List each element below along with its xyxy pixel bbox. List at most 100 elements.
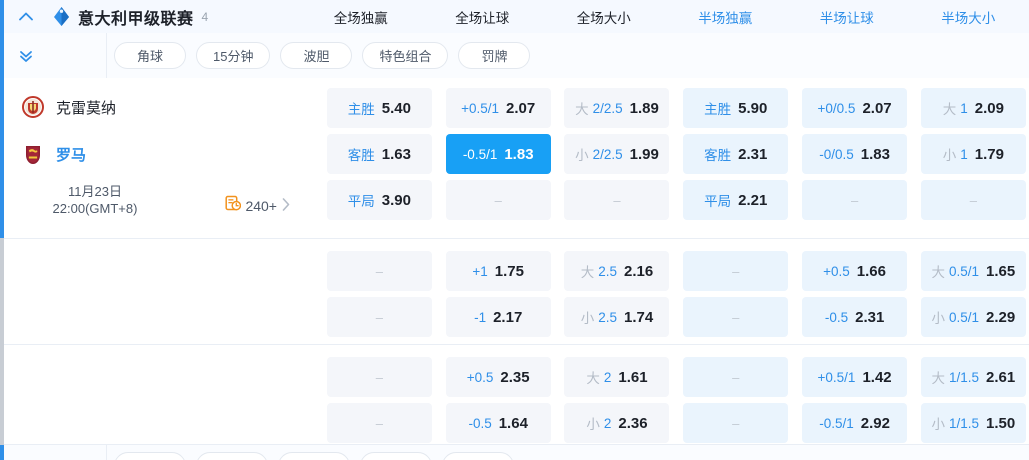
odds-cell-empty: –	[683, 357, 789, 397]
odds-cell[interactable]: -0.5/1 2.92	[802, 403, 908, 443]
odds-cell[interactable]: 小 2 2.36	[564, 403, 670, 443]
odds-unavailable-dash: –	[375, 369, 383, 385]
odds-cell[interactable]: 大 0.5/1 1.65	[920, 251, 1026, 291]
match-separator-2	[4, 344, 1029, 345]
filter-chip-special-combo[interactable]: 特色组合	[362, 42, 449, 69]
odds-cell[interactable]: +0.5/1 1.42	[802, 357, 908, 397]
odds-label: 小 2/2.5	[575, 144, 623, 164]
odds-cell[interactable]: 小 0.5/1 2.29	[920, 297, 1026, 337]
odds-group-4: – –	[676, 351, 795, 443]
odds-label-text: 1/1.5	[949, 369, 980, 385]
odds-cell[interactable]: 大 1/1.5 2.61	[920, 357, 1026, 397]
odds-cell[interactable]: 大 2.5 2.16	[564, 251, 670, 291]
odds-value: 3.90	[381, 191, 411, 209]
chevron-double-down-icon[interactable]	[4, 33, 48, 78]
odds-cell-empty: –	[564, 180, 670, 220]
filter-chip-15min[interactable]: 15分钟	[196, 42, 271, 69]
odds-cell[interactable]: +0/0.5 2.07	[802, 88, 908, 128]
odds-cell[interactable]: 小 1/1.5 1.50	[920, 403, 1026, 443]
odds-group-2: +0.5 2.35 -0.5 1.64	[439, 351, 558, 443]
odds-cell[interactable]: -1 2.17	[445, 297, 551, 337]
odds-unavailable-dash: –	[375, 415, 383, 431]
tab-half-1x2[interactable]: 半场独赢	[698, 10, 753, 26]
odds-cell[interactable]: +0.5 2.35	[445, 357, 551, 397]
odds-cell[interactable]: +0.5/1 2.07	[445, 88, 551, 128]
odds-label-text: 0.5/1	[949, 309, 980, 325]
league-header: 意大利甲级联赛 4	[4, 0, 1029, 33]
odds-cell[interactable]: 小 2.5 1.74	[564, 297, 670, 337]
odds-extra-row-1: – – +1 1.75 -1 2.17 大 2.5 2.16 小 2.5 1.74– – +0.5 1.66…	[4, 239, 1029, 344]
odds-label-prefix: 小	[575, 148, 589, 163]
odds-cell[interactable]: 客胜 1.63	[326, 134, 432, 174]
home-team-row[interactable]: 克雷莫纳	[12, 94, 312, 120]
odds-label-text: 2/2.5	[592, 146, 623, 162]
odds-value: 1.64	[498, 414, 528, 432]
filter-chip-corners[interactable]: 角球	[114, 42, 186, 69]
rail-segment-header	[0, 0, 4, 78]
kickoff-date: 11月23日	[68, 184, 122, 199]
odds-label: -0.5	[825, 310, 848, 325]
filter-chip-correct-score[interactable]: 波胆	[280, 42, 353, 69]
odds-cell[interactable]: 大 2 1.61	[564, 357, 670, 397]
odds-cell[interactable]: 小 2/2.5 1.99	[564, 134, 670, 174]
tab-half-totals[interactable]: 半场大小	[941, 10, 996, 26]
odds-cell[interactable]: 平局 3.90	[326, 180, 432, 220]
odds-value: 1.65	[986, 262, 1016, 280]
away-team-row[interactable]: 罗马	[12, 141, 312, 167]
tab-full-handicap[interactable]: 全场让球	[455, 10, 510, 26]
odds-value: 2.29	[986, 308, 1016, 326]
odds-cell[interactable]: 客胜 2.31	[683, 134, 789, 174]
odds-label: 大 2.5	[581, 261, 617, 281]
odds-label-text: 主胜	[347, 102, 375, 117]
odds-cell[interactable]: 大 1 2.09	[920, 88, 1026, 128]
odds-cell-empty: –	[326, 357, 432, 397]
odds-cell[interactable]: -0/0.5 1.83	[802, 134, 908, 174]
next-filter-chip-3[interactable]	[278, 452, 350, 460]
odds-group-6: 大 0.5/1 1.65 小 0.5/1 2.29	[914, 245, 1029, 337]
cremonese-crest-icon	[22, 96, 44, 118]
tab-full-totals[interactable]: 全场大小	[576, 10, 631, 26]
next-filter-chip-5[interactable]	[442, 452, 514, 460]
odds-cell[interactable]: 大 2/2.5 1.89	[564, 88, 670, 128]
odds-cell[interactable]: -0.5 1.64	[445, 403, 551, 443]
filter-chip-cards[interactable]: 罚牌	[458, 42, 531, 69]
odds-label: +0/0.5	[818, 101, 856, 116]
odds-label-text: 1/1.5	[949, 415, 980, 431]
odds-cell[interactable]: -0.5/1 1.83	[445, 134, 551, 174]
odds-cell[interactable]: 主胜 5.90	[683, 88, 789, 128]
odds-cell-empty: –	[683, 297, 789, 337]
odds-cell[interactable]: 小 1 1.79	[920, 134, 1026, 174]
odds-label: +0.5	[823, 264, 850, 279]
odds-group-3: 大 2 1.61 小 2 2.36	[558, 351, 677, 443]
odds-value: 1.74	[624, 308, 654, 326]
odds-cell[interactable]: +1 1.75	[445, 251, 551, 291]
odds-cell[interactable]: -0.5 2.31	[802, 297, 908, 337]
odds-label-text: 平局	[704, 194, 732, 209]
next-filter-chip-1[interactable]	[114, 452, 186, 460]
odds-label-text: -0/0.5	[819, 146, 854, 162]
odds-label: 小 1/1.5	[932, 413, 980, 433]
odds-label-text: 2	[603, 369, 612, 385]
odds-label-text: +1	[472, 263, 488, 279]
odds-label-text: -0.5/1	[462, 146, 498, 162]
more-odds-link[interactable]: 240+	[225, 195, 290, 217]
odds-label-prefix: 小	[931, 311, 946, 326]
tab-half-handicap[interactable]: 半场让球	[819, 10, 874, 26]
tab-full-1x2[interactable]: 全场独赢	[333, 10, 388, 26]
odds-cell[interactable]: 平局 2.21	[683, 180, 789, 220]
odds-value: 1.83	[504, 145, 534, 163]
odds-unavailable-dash: –	[375, 309, 383, 325]
chevron-up-icon[interactable]	[4, 0, 48, 33]
odds-label-prefix: 大	[931, 265, 946, 280]
odds-value: 1.89	[629, 99, 659, 117]
odds-cell[interactable]: +0.5 1.66	[802, 251, 908, 291]
odds-label-prefix: 大	[942, 102, 957, 117]
next-filter-chip-2[interactable]	[196, 452, 268, 460]
odds-unavailable-dash: –	[494, 192, 502, 208]
odds-cell[interactable]: 主胜 5.40	[326, 88, 432, 128]
odds-label: +1	[472, 264, 487, 279]
next-filter-chip-4[interactable]	[360, 452, 432, 460]
odds-label-text: 主胜	[704, 102, 732, 117]
odds-label-prefix: 大	[575, 102, 589, 117]
rail-segment-next	[0, 445, 4, 460]
